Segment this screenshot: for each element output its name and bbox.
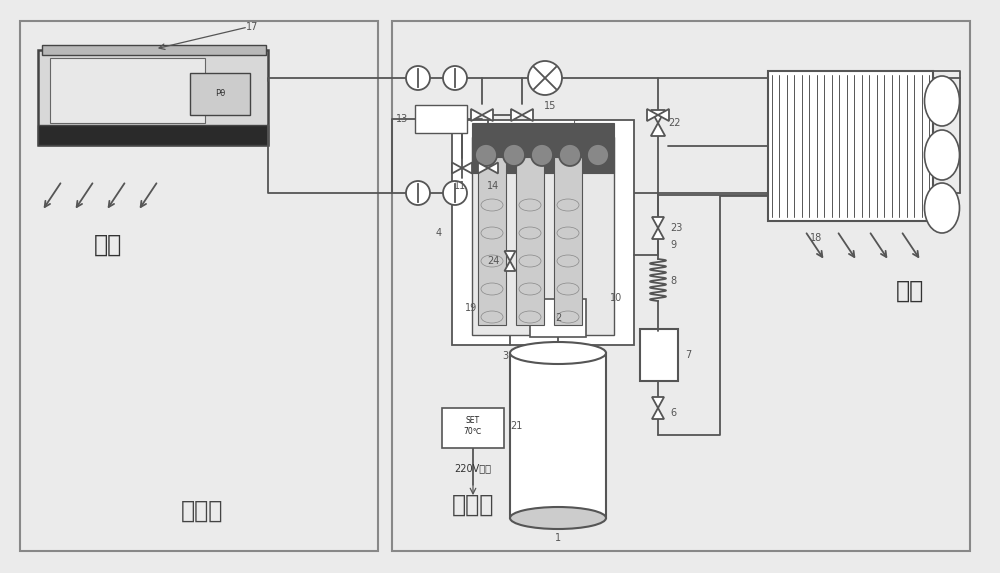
Text: 13: 13 — [396, 114, 408, 124]
Circle shape — [528, 61, 562, 95]
Polygon shape — [522, 109, 533, 121]
Polygon shape — [462, 163, 472, 174]
Ellipse shape — [519, 227, 541, 239]
Ellipse shape — [924, 76, 960, 126]
Text: 24: 24 — [488, 256, 500, 266]
Ellipse shape — [519, 311, 541, 323]
Text: SET
70℃: SET 70℃ — [464, 417, 482, 435]
Ellipse shape — [557, 199, 579, 211]
Bar — [38, 50, 268, 145]
Ellipse shape — [519, 199, 541, 211]
Text: 15: 15 — [544, 101, 556, 111]
Ellipse shape — [519, 283, 541, 295]
Ellipse shape — [481, 199, 503, 211]
Polygon shape — [505, 251, 515, 261]
Circle shape — [406, 181, 430, 205]
Bar — [190, 73, 250, 115]
Ellipse shape — [481, 227, 503, 239]
Text: 室外侧: 室外侧 — [452, 493, 494, 517]
Text: 18: 18 — [810, 233, 822, 243]
Polygon shape — [658, 109, 669, 121]
Polygon shape — [488, 163, 498, 174]
Bar — [452, 120, 634, 345]
Text: 放热: 放热 — [94, 233, 122, 257]
Text: 2: 2 — [555, 313, 561, 323]
Text: 10: 10 — [610, 293, 622, 303]
Text: 4: 4 — [436, 228, 442, 238]
Bar — [42, 45, 266, 55]
Bar — [50, 58, 205, 123]
Text: 6: 6 — [670, 408, 676, 418]
Ellipse shape — [481, 283, 503, 295]
Ellipse shape — [481, 311, 503, 323]
Text: 3: 3 — [502, 351, 508, 361]
Text: Pθ: Pθ — [215, 89, 225, 99]
Text: 11: 11 — [454, 181, 466, 191]
Circle shape — [406, 66, 430, 90]
Bar — [392, 21, 970, 551]
Bar — [554, 157, 582, 325]
Polygon shape — [452, 163, 462, 174]
Polygon shape — [482, 109, 493, 121]
Ellipse shape — [924, 183, 960, 233]
Text: 220V交流: 220V交流 — [455, 463, 492, 473]
Text: 1: 1 — [555, 533, 561, 543]
Text: 22: 22 — [668, 118, 680, 128]
Ellipse shape — [519, 255, 541, 267]
Polygon shape — [652, 408, 664, 419]
Text: 19: 19 — [465, 303, 477, 313]
Circle shape — [443, 181, 467, 205]
Polygon shape — [651, 110, 665, 123]
Bar — [530, 299, 586, 337]
Text: 23: 23 — [670, 223, 682, 233]
Circle shape — [443, 66, 467, 90]
Circle shape — [475, 144, 497, 166]
Polygon shape — [651, 123, 665, 136]
Bar — [20, 21, 378, 551]
Ellipse shape — [510, 507, 606, 529]
Text: 14: 14 — [487, 181, 499, 191]
Ellipse shape — [481, 255, 503, 267]
Bar — [510, 353, 606, 518]
Circle shape — [587, 144, 609, 166]
Text: 7: 7 — [685, 350, 691, 360]
Polygon shape — [471, 109, 482, 121]
Bar — [472, 137, 614, 335]
Circle shape — [503, 144, 525, 166]
Bar — [768, 71, 933, 221]
Bar — [38, 125, 268, 145]
Bar — [478, 157, 506, 325]
Polygon shape — [652, 228, 664, 239]
Ellipse shape — [924, 130, 960, 180]
Bar — [442, 408, 504, 448]
Text: 9: 9 — [670, 240, 676, 250]
Ellipse shape — [557, 227, 579, 239]
Text: 8: 8 — [670, 276, 676, 286]
Text: 17: 17 — [246, 22, 258, 32]
Text: 20: 20 — [516, 128, 528, 138]
Polygon shape — [652, 217, 664, 228]
Text: 吸热: 吸热 — [896, 279, 924, 303]
Bar — [415, 105, 467, 133]
Ellipse shape — [557, 283, 579, 295]
Bar — [640, 329, 678, 381]
Ellipse shape — [510, 342, 606, 364]
Bar — [516, 157, 544, 325]
Circle shape — [559, 144, 581, 166]
Ellipse shape — [557, 311, 579, 323]
Polygon shape — [647, 109, 658, 121]
Ellipse shape — [557, 255, 579, 267]
Bar — [472, 123, 614, 173]
Polygon shape — [511, 109, 522, 121]
Polygon shape — [505, 261, 515, 271]
Polygon shape — [478, 163, 488, 174]
Text: 21: 21 — [510, 421, 522, 431]
Text: 12: 12 — [476, 128, 488, 138]
Text: 5: 5 — [572, 120, 578, 130]
Text: 室内侧: 室内侧 — [181, 499, 223, 523]
Circle shape — [531, 144, 553, 166]
Polygon shape — [652, 397, 664, 408]
